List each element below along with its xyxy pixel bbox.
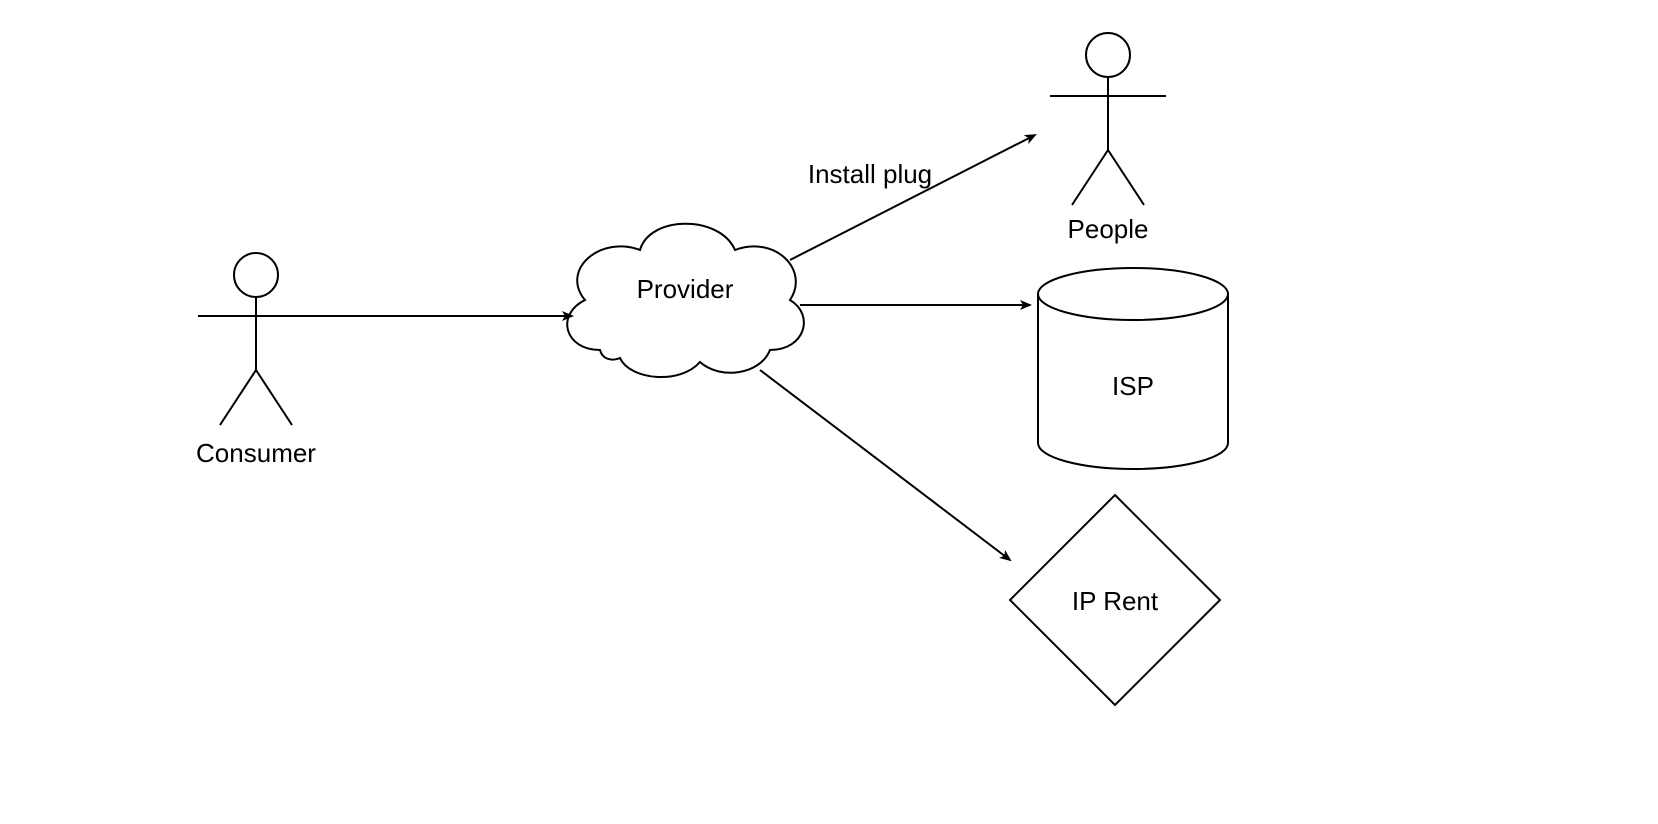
- iprent-label: IP Rent: [1072, 586, 1159, 616]
- consumer-label: Consumer: [196, 438, 316, 468]
- people-head-icon: [1086, 33, 1130, 77]
- cylinder-top: [1038, 268, 1228, 320]
- provider-cloud: Provider: [567, 224, 804, 377]
- edge-provider-people: [790, 135, 1035, 260]
- edges: Install plug: [314, 135, 1035, 560]
- provider-label: Provider: [637, 274, 734, 304]
- isp-cylinder: ISP: [1038, 268, 1228, 469]
- isp-label: ISP: [1112, 371, 1154, 401]
- consumer-actor: Consumer: [196, 253, 316, 468]
- iprent-diamond: IP Rent: [1010, 495, 1220, 705]
- people-label: People: [1068, 214, 1149, 244]
- consumer-leg-right: [256, 370, 292, 425]
- consumer-leg-left: [220, 370, 256, 425]
- people-leg-left: [1072, 150, 1108, 205]
- diagram-canvas: Consumer Provider People ISP IP Rent Ins…: [0, 0, 1658, 824]
- people-actor: People: [1050, 33, 1166, 244]
- consumer-head-icon: [234, 253, 278, 297]
- people-leg-right: [1108, 150, 1144, 205]
- edge-provider-people-label: Install plug: [808, 159, 932, 189]
- edge-provider-iprent: [760, 370, 1010, 560]
